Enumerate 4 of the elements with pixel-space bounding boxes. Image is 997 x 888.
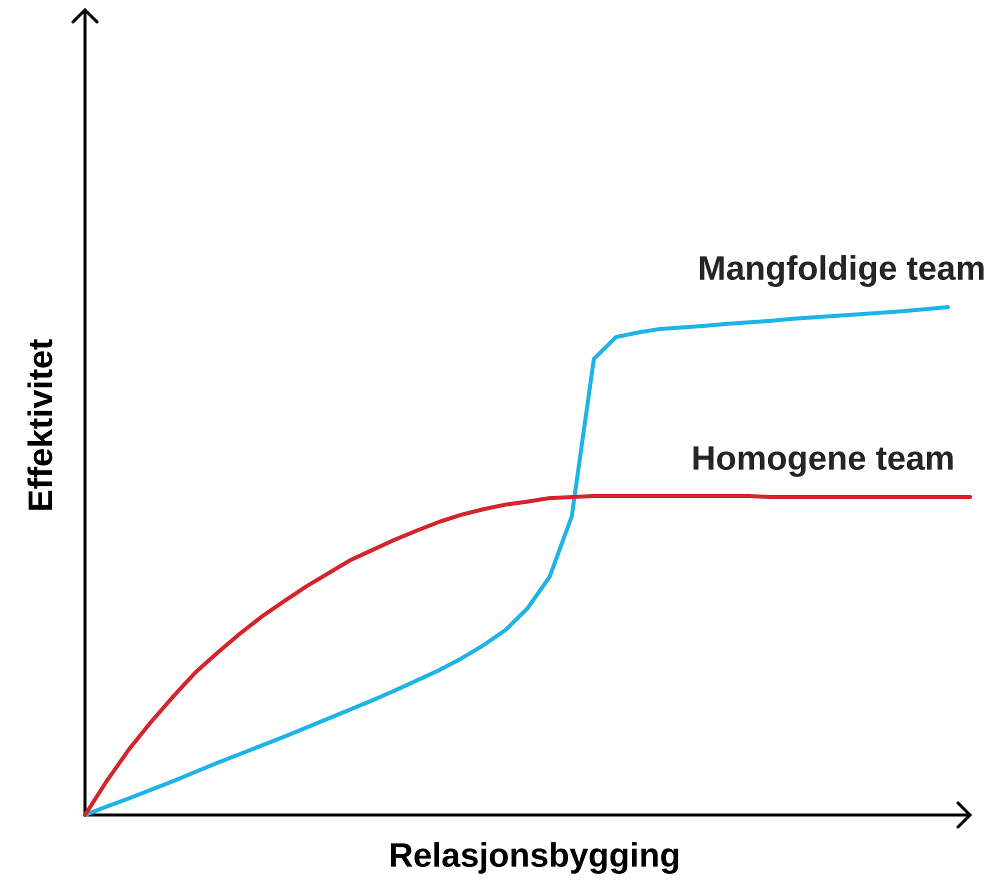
y-axis-title: Effektivitet	[27, 339, 52, 510]
series-label: Homogene team	[694, 446, 953, 477]
x-axis-title: Relasjonsbygging	[390, 842, 678, 874]
series-label: Mangfoldige team	[700, 255, 984, 287]
